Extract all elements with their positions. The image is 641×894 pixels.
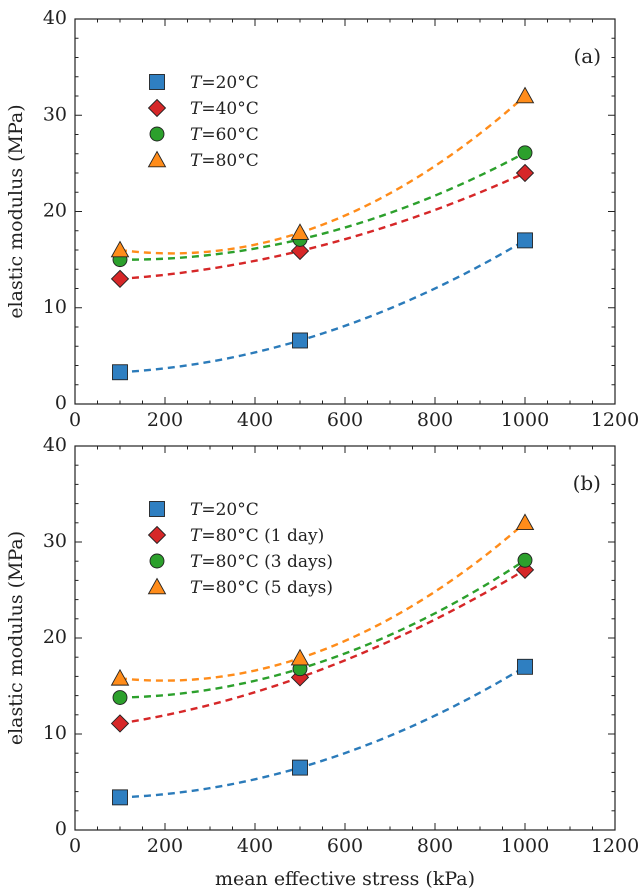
x-tick-label: 600	[327, 835, 363, 857]
data-point-series-1	[517, 232, 533, 249]
fit-line-series-3	[119, 559, 526, 699]
data-point-series-4	[290, 648, 310, 666]
fit-line-series-2	[119, 568, 526, 725]
legend-label: T=80°C	[190, 151, 259, 171]
legend-label: T=40°C	[190, 99, 259, 119]
x-tick-label: 0	[69, 409, 81, 431]
legend-marker	[149, 553, 165, 569]
data-point-series-2	[290, 241, 310, 261]
y-tick-label: 10	[43, 296, 67, 318]
legend-marker	[147, 98, 167, 118]
x-axis-label: mean effective stress (kPa)	[215, 868, 475, 890]
panel-label: (b)	[573, 471, 601, 495]
x-tick-label: 400	[237, 409, 273, 431]
data-point-series-1	[292, 332, 308, 349]
data-point-series-2	[110, 269, 130, 289]
legend-marker	[149, 501, 165, 517]
y-tick-label: 40	[43, 434, 67, 456]
data-point-series-4	[515, 86, 535, 104]
data-point-series-4	[110, 240, 130, 258]
x-tick-label: 200	[147, 835, 183, 857]
y-tick-label: 0	[55, 818, 67, 840]
legend-marker	[147, 525, 167, 545]
x-tick-label: 0	[69, 835, 81, 857]
x-tick-label: 1000	[501, 409, 549, 431]
x-tick-label: 400	[237, 835, 273, 857]
fit-line-series-2	[119, 171, 526, 281]
fit-line-series-3	[119, 151, 526, 261]
data-point-series-1	[112, 789, 128, 806]
legend-marker	[149, 126, 165, 142]
data-point-series-3	[517, 552, 533, 568]
data-point-series-4	[110, 668, 130, 686]
x-tick-label: 800	[417, 409, 453, 431]
y-tick-label: 10	[43, 722, 67, 744]
legend-marker	[147, 577, 167, 595]
data-point-series-3	[112, 690, 128, 705]
legend: T=20°C T=80°C (1 day) T=80°C (3 days) T=80°…	[147, 500, 333, 598]
fit-line-series-4	[119, 95, 526, 255]
legend-marker	[147, 150, 167, 168]
data-point-series-4	[515, 513, 535, 531]
chart-panel-2: 0 200 400 600 800 1000 1200 0 10 20 30 40 elastic mo…	[5, 434, 639, 890]
y-axis-label: elastic modulus (MPa)	[5, 531, 27, 745]
legend-label: T=20°C	[190, 73, 259, 93]
y-tick-label: 0	[55, 392, 67, 414]
x-tick-label: 1000	[501, 835, 549, 857]
legend-marker	[149, 74, 165, 90]
data-point-series-1	[517, 658, 533, 675]
legend-label: T=80°C (1 day)	[190, 526, 324, 546]
y-tick-label: 20	[43, 626, 67, 648]
x-tick-label: 600	[327, 409, 363, 431]
legend-label: T=80°C (3 days)	[190, 552, 333, 572]
y-tick-label: 30	[43, 530, 67, 552]
data-point-series-3	[517, 145, 533, 161]
fit-line-series-1	[119, 665, 526, 799]
data-point-series-1	[112, 364, 128, 381]
y-tick-label: 40	[43, 7, 67, 29]
data-point-series-2	[110, 714, 130, 733]
data-point-series-1	[292, 759, 308, 776]
x-tick-label: 200	[147, 409, 183, 431]
fit-line-series-1	[119, 239, 526, 374]
y-tick-label: 20	[43, 200, 67, 222]
legend-label: T=60°C	[190, 125, 259, 145]
fit-line-series-4	[119, 521, 526, 682]
panel-label: (a)	[573, 44, 601, 68]
chart-panel-1: 0 200 400 600 800 1000 1200 0 10 20 30 40 elastic mo…	[5, 7, 639, 431]
x-tick-label: 1200	[591, 835, 639, 857]
y-tick-label: 30	[43, 103, 67, 125]
legend-label: T=80°C (5 days)	[190, 578, 333, 598]
y-axis-label: elastic modulus (MPa)	[5, 104, 27, 318]
data-point-series-4	[290, 223, 310, 240]
data-point-series-2	[515, 163, 535, 183]
legend-label: T=20°C	[190, 500, 259, 520]
legend: T=20°C T=40°C T=60°C T=80°C	[147, 73, 259, 171]
x-tick-label: 800	[417, 835, 453, 857]
x-tick-label: 1200	[591, 409, 639, 431]
